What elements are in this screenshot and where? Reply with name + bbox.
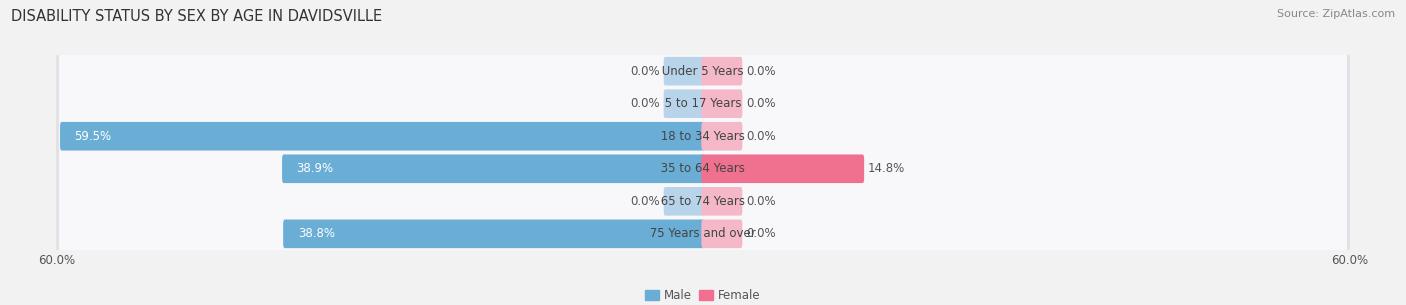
Legend: Male, Female: Male, Female xyxy=(641,284,765,305)
Text: 38.9%: 38.9% xyxy=(297,162,333,175)
FancyBboxPatch shape xyxy=(56,49,1350,94)
FancyBboxPatch shape xyxy=(60,122,704,151)
Text: 65 to 74 Years: 65 to 74 Years xyxy=(657,195,749,208)
FancyBboxPatch shape xyxy=(702,122,742,151)
Text: 59.5%: 59.5% xyxy=(75,130,111,143)
FancyBboxPatch shape xyxy=(702,57,742,85)
Text: DISABILITY STATUS BY SEX BY AGE IN DAVIDSVILLE: DISABILITY STATUS BY SEX BY AGE IN DAVID… xyxy=(11,9,382,24)
FancyBboxPatch shape xyxy=(702,220,742,248)
Text: Source: ZipAtlas.com: Source: ZipAtlas.com xyxy=(1277,9,1395,19)
Text: 35 to 64 Years: 35 to 64 Years xyxy=(657,162,749,175)
FancyBboxPatch shape xyxy=(664,57,704,85)
FancyBboxPatch shape xyxy=(56,211,1350,256)
FancyBboxPatch shape xyxy=(283,220,704,248)
FancyBboxPatch shape xyxy=(59,149,1347,189)
FancyBboxPatch shape xyxy=(664,89,704,118)
Text: 0.0%: 0.0% xyxy=(630,195,659,208)
FancyBboxPatch shape xyxy=(283,154,704,183)
Text: 5 to 17 Years: 5 to 17 Years xyxy=(661,97,745,110)
FancyBboxPatch shape xyxy=(59,214,1347,254)
Text: 0.0%: 0.0% xyxy=(630,65,659,78)
Text: 0.0%: 0.0% xyxy=(630,97,659,110)
Text: 18 to 34 Years: 18 to 34 Years xyxy=(657,130,749,143)
Text: 38.8%: 38.8% xyxy=(298,227,335,240)
Text: 0.0%: 0.0% xyxy=(747,97,776,110)
Text: 14.8%: 14.8% xyxy=(868,162,905,175)
FancyBboxPatch shape xyxy=(702,154,865,183)
FancyBboxPatch shape xyxy=(702,89,742,118)
FancyBboxPatch shape xyxy=(702,187,742,216)
FancyBboxPatch shape xyxy=(59,181,1347,221)
Text: 0.0%: 0.0% xyxy=(747,65,776,78)
Text: 0.0%: 0.0% xyxy=(747,195,776,208)
Text: 0.0%: 0.0% xyxy=(747,227,776,240)
FancyBboxPatch shape xyxy=(59,51,1347,91)
FancyBboxPatch shape xyxy=(59,84,1347,124)
FancyBboxPatch shape xyxy=(56,81,1350,126)
Text: 0.0%: 0.0% xyxy=(747,130,776,143)
FancyBboxPatch shape xyxy=(56,146,1350,191)
Text: Under 5 Years: Under 5 Years xyxy=(658,65,748,78)
FancyBboxPatch shape xyxy=(664,187,704,216)
Text: 75 Years and over: 75 Years and over xyxy=(647,227,759,240)
FancyBboxPatch shape xyxy=(59,116,1347,156)
FancyBboxPatch shape xyxy=(56,114,1350,159)
FancyBboxPatch shape xyxy=(56,179,1350,224)
